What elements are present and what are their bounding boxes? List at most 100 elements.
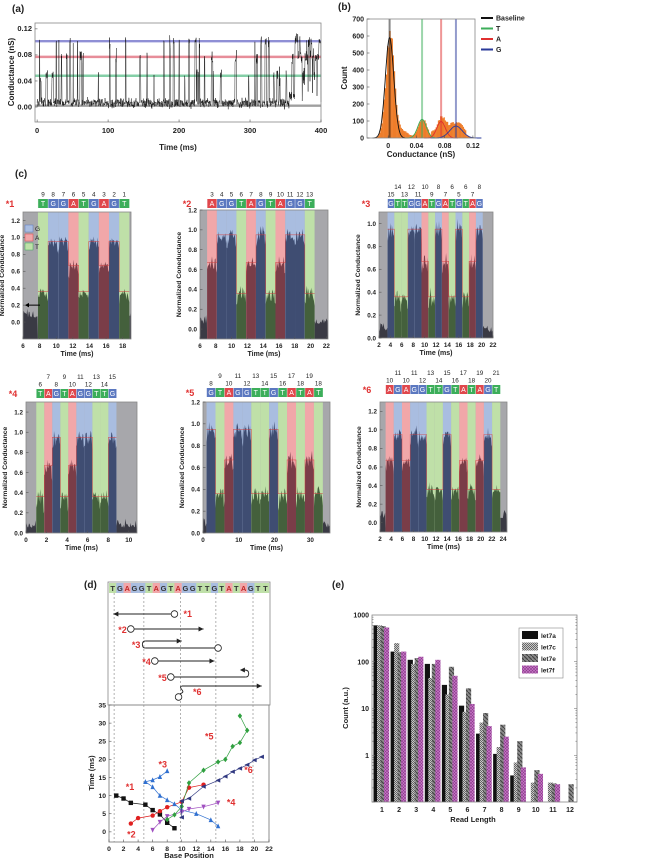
x-tick-label: 6 bbox=[466, 807, 470, 814]
y-tick-label: 0.8 bbox=[11, 252, 20, 259]
sequence-base-G bbox=[295, 199, 305, 208]
histogram-bar bbox=[416, 129, 418, 138]
baseline-trace bbox=[500, 510, 507, 532]
series-line-4 bbox=[152, 802, 219, 831]
sequence-letter: G bbox=[190, 584, 196, 593]
series-2-point bbox=[128, 821, 134, 826]
histogram-bar bbox=[383, 99, 385, 138]
x-tick-label: 8 bbox=[106, 537, 110, 544]
read-label: *1 bbox=[183, 609, 192, 619]
sequence-letter: T bbox=[110, 584, 115, 593]
sequence-letter: T bbox=[308, 201, 313, 208]
sequence-letter: G bbox=[258, 201, 263, 208]
trace-area bbox=[380, 402, 507, 532]
arrowhead-icon bbox=[256, 683, 262, 689]
base-position-number: 9 bbox=[218, 373, 222, 380]
histogram-bar bbox=[401, 129, 404, 138]
trace-segment-T bbox=[36, 489, 45, 533]
series-label: *5 bbox=[205, 731, 214, 741]
y-tick-label: 25 bbox=[98, 739, 106, 746]
trace-panel-6: A10G11A10G11G12T13T14G15T16A17T18A19G20T… bbox=[356, 370, 508, 551]
base-position-number: 16 bbox=[452, 378, 460, 385]
baseline-trace bbox=[380, 511, 386, 532]
base-position-number: 12 bbox=[408, 184, 416, 191]
bar-let7e-7 bbox=[483, 713, 489, 802]
sequence-base-G bbox=[435, 199, 442, 208]
base-region-T bbox=[304, 210, 315, 339]
bar-let7e-5 bbox=[448, 666, 455, 802]
trace-segment-T bbox=[492, 484, 501, 532]
base-position-number: 17 bbox=[460, 370, 468, 377]
x-tick-label: 12 bbox=[566, 807, 574, 814]
legend-swatch-let7a bbox=[522, 631, 538, 639]
level-step-line bbox=[38, 241, 130, 292]
histogram-bar bbox=[459, 123, 461, 138]
x-tick-label: 11 bbox=[549, 807, 557, 814]
sequence-base-G bbox=[483, 385, 493, 394]
bar-let7c-8 bbox=[496, 747, 502, 802]
histogram-bar bbox=[394, 88, 397, 138]
trace-area bbox=[379, 212, 493, 338]
sequence-base-T bbox=[265, 199, 276, 208]
sequence-base-A bbox=[174, 583, 182, 593]
baseline-trace bbox=[379, 323, 388, 338]
sequence-base-T bbox=[218, 583, 226, 593]
sequence-base-T bbox=[203, 583, 212, 593]
sequence-letter: G bbox=[420, 387, 425, 394]
x-tick-label: 0 bbox=[107, 846, 111, 853]
y-tick-label: 0.08 bbox=[17, 50, 32, 59]
series-4-point bbox=[150, 827, 155, 833]
trace-segment-G bbox=[387, 223, 395, 338]
histogram-bar bbox=[381, 123, 383, 138]
histogram-bar bbox=[439, 120, 441, 138]
sequence-letter: T bbox=[147, 584, 152, 593]
x-tick-label: 22 bbox=[265, 846, 273, 853]
base-position-number: 13 bbox=[306, 192, 314, 199]
base-region-T bbox=[394, 212, 402, 338]
x-tick-label: 20 bbox=[251, 846, 259, 853]
sequence-base-A bbox=[475, 385, 484, 394]
legend-label: G bbox=[496, 47, 502, 54]
base-position-number: 3 bbox=[210, 192, 214, 199]
base-region-T bbox=[36, 402, 45, 533]
y-tick-label: 5 bbox=[102, 811, 106, 818]
sequence-base-T bbox=[119, 199, 130, 208]
trace-segment-T bbox=[467, 483, 476, 532]
sequence-base-T bbox=[492, 385, 501, 394]
y-tick-label: 0.12 bbox=[17, 24, 32, 33]
sequence-base-T bbox=[36, 389, 45, 398]
sequence-base-A bbox=[225, 583, 233, 593]
series-5-point bbox=[186, 780, 192, 786]
base-position-number: 11 bbox=[77, 374, 84, 381]
level-step-line bbox=[385, 434, 501, 490]
bar-let7e-10 bbox=[534, 770, 540, 802]
base-position-number: 6 bbox=[240, 192, 244, 199]
trace-segment-A bbox=[207, 256, 217, 339]
trace-id-label: *6 bbox=[363, 385, 372, 395]
sequence-letter: A bbox=[210, 201, 215, 208]
base-position-number: 6 bbox=[39, 382, 43, 389]
read-label: *2 bbox=[118, 625, 127, 635]
sequence-letter: A bbox=[443, 201, 448, 208]
histogram-bar bbox=[392, 55, 395, 138]
sequence-base-G bbox=[181, 583, 190, 593]
x-tick-label: 200 bbox=[173, 126, 186, 135]
histogram-bar bbox=[410, 135, 413, 138]
sequence-letter: A bbox=[70, 391, 75, 398]
trace-segment-G bbox=[216, 231, 227, 339]
plot-frame bbox=[34, 22, 322, 123]
sequence-base-T bbox=[236, 199, 247, 208]
bar-let7a-4 bbox=[424, 663, 430, 802]
base-position-number: 10 bbox=[421, 184, 429, 191]
sequence-letter: A bbox=[461, 387, 466, 394]
x-tick-label: 18 bbox=[291, 343, 299, 350]
histogram-bar bbox=[407, 133, 409, 138]
sequence-base-T bbox=[401, 199, 408, 208]
bar-let7e-2 bbox=[397, 652, 403, 802]
series-4-point bbox=[215, 800, 221, 806]
sequence-letter: T bbox=[450, 201, 455, 208]
series-5-point bbox=[215, 759, 221, 765]
trace-segment-A bbox=[275, 256, 286, 339]
sequence-letter: T bbox=[469, 387, 474, 394]
y-tick-label: 0.4 bbox=[368, 483, 377, 490]
